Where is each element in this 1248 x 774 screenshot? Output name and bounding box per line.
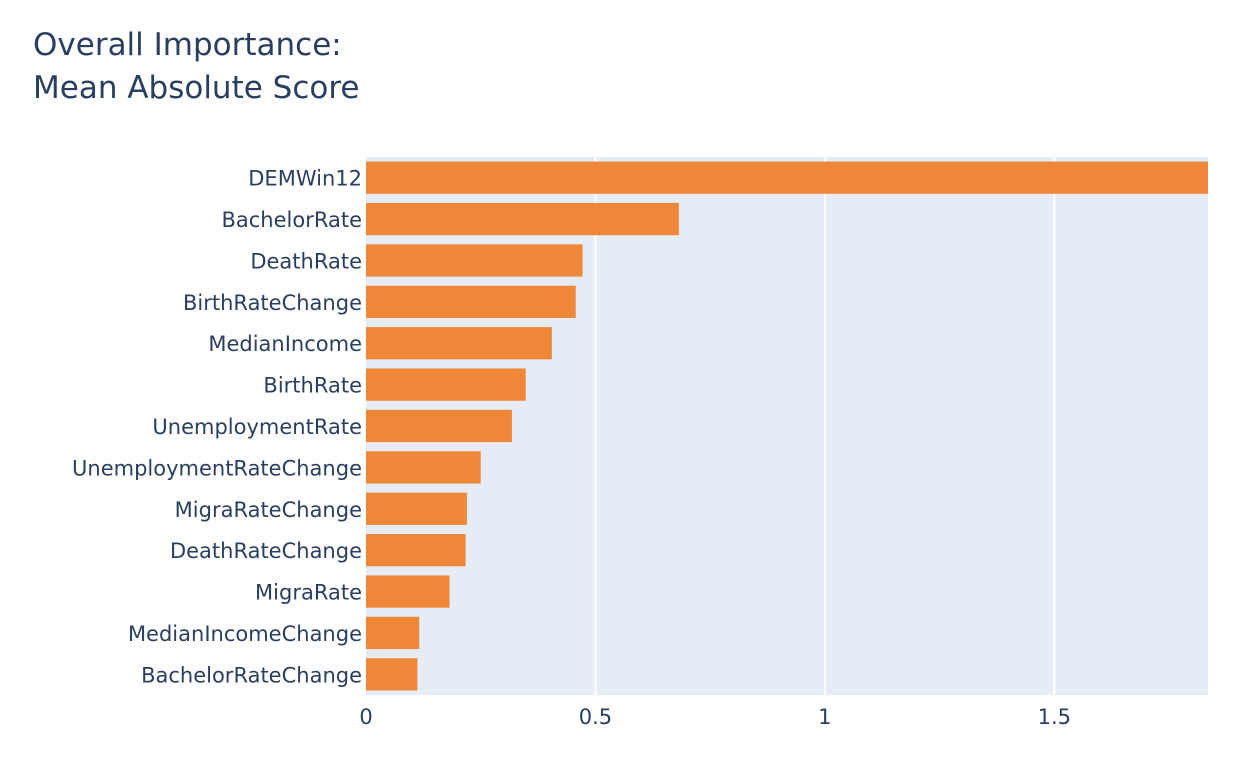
y-tick-label: UnemploymentRateChange bbox=[72, 456, 362, 480]
y-tick-label: UnemploymentRate bbox=[152, 415, 362, 439]
bar-MedianIncomeChange bbox=[366, 616, 420, 650]
x-tick-label: 0 bbox=[359, 705, 372, 729]
y-tick-label: DEMWin12 bbox=[248, 167, 362, 191]
x-tick-label: 1.5 bbox=[1038, 705, 1071, 729]
y-tick-label: BachelorRate bbox=[221, 208, 362, 232]
bars bbox=[366, 161, 1208, 691]
bar-DEMWin12 bbox=[366, 161, 1208, 194]
bar-BachelorRateChange bbox=[366, 658, 418, 691]
y-tick-label: MedianIncome bbox=[208, 332, 362, 356]
y-tick-label: DeathRateChange bbox=[170, 539, 362, 563]
bar-UnemploymentRateChange bbox=[366, 451, 481, 484]
y-tick-label: BirthRate bbox=[263, 374, 362, 398]
bar-BirthRateChange bbox=[366, 285, 576, 318]
bar-MedianIncome bbox=[366, 327, 552, 360]
y-axis-tick-labels: DEMWin12 BachelorRate DeathRate BirthRateCh… bbox=[72, 167, 362, 688]
chart-title-line-2: Mean Absolute Score bbox=[33, 70, 360, 106]
bar-DeathRate bbox=[366, 244, 583, 277]
x-axis-tick-labels: 0 0.5 1 1.5 bbox=[359, 705, 1071, 729]
y-tick-label: BachelorRateChange bbox=[141, 663, 362, 687]
x-tick-label: 0.5 bbox=[579, 705, 612, 729]
gridlines bbox=[594, 157, 1056, 695]
bar-BachelorRate bbox=[366, 202, 679, 236]
bar-DeathRateChange bbox=[366, 534, 466, 567]
bar-BirthRate bbox=[366, 368, 526, 401]
chart-title: Overall Importance: Mean Absolute Score bbox=[33, 24, 359, 110]
y-tick-label: MedianIncomeChange bbox=[128, 622, 362, 646]
y-tick-label: MigraRateChange bbox=[175, 498, 362, 522]
bar-MigraRateChange bbox=[366, 492, 467, 525]
y-tick-label: MigraRate bbox=[255, 581, 362, 605]
bar-MigraRate bbox=[366, 575, 450, 608]
chart-title-line-1: Overall Importance: bbox=[33, 27, 342, 63]
bar-UnemploymentRate bbox=[366, 409, 512, 443]
x-tick-label: 1 bbox=[818, 705, 831, 729]
y-tick-label: BirthRateChange bbox=[183, 291, 362, 315]
y-tick-label: DeathRate bbox=[250, 249, 362, 273]
